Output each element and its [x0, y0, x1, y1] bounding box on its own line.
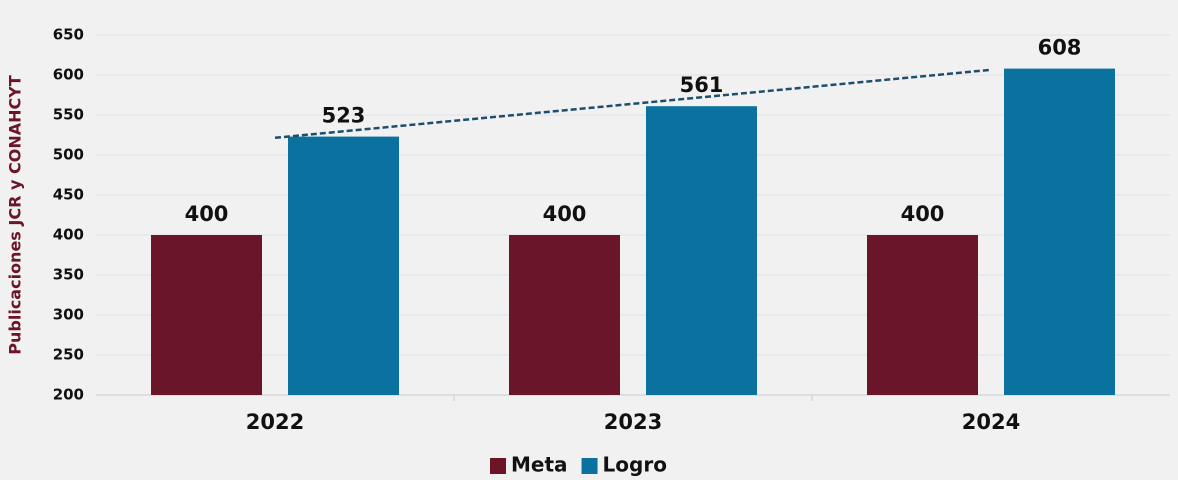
- bar: [151, 235, 262, 395]
- bar: [1004, 68, 1115, 395]
- legend-label: Meta: [511, 453, 568, 477]
- legend-swatch: [490, 458, 506, 474]
- data-label: 561: [680, 73, 724, 97]
- data-label: 608: [1038, 36, 1082, 60]
- data-label: 400: [185, 202, 229, 226]
- x-tick-label: 2024: [962, 410, 1020, 434]
- y-tick-label: 550: [53, 106, 84, 124]
- data-label: 400: [901, 202, 945, 226]
- bar: [867, 235, 978, 395]
- y-tick-label: 400: [53, 226, 84, 244]
- data-label: 400: [543, 202, 587, 226]
- y-tick-label: 450: [53, 186, 84, 204]
- trendline: [274, 68, 992, 140]
- bar: [288, 136, 399, 395]
- data-label: 523: [322, 104, 366, 128]
- y-tick-label: 200: [53, 386, 84, 404]
- y-tick-label: 600: [53, 66, 84, 84]
- bar: [646, 106, 757, 395]
- y-tick-label: 350: [53, 266, 84, 284]
- y-tick-label: 250: [53, 346, 84, 364]
- bar: [509, 235, 620, 395]
- y-tick-label: 300: [53, 306, 84, 324]
- legend-swatch: [581, 458, 598, 474]
- x-tick-label: 2022: [246, 410, 304, 434]
- x-tick-label: 2023: [604, 410, 662, 434]
- y-axis-title: Publicaciones JCR y CONAHCYT: [6, 75, 25, 355]
- y-tick-label: 500: [53, 146, 84, 164]
- y-tick-label: 650: [53, 26, 84, 44]
- legend-label: Logro: [603, 453, 667, 477]
